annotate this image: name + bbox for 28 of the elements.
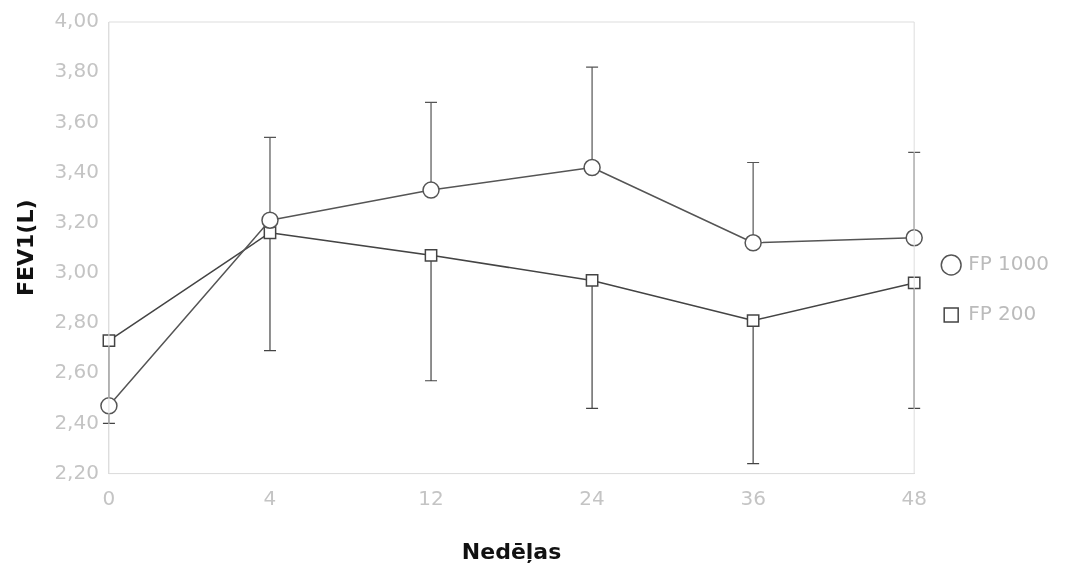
x-axis-title: Nedēļas bbox=[461, 538, 562, 564]
y-tick-label: 4,00 bbox=[54, 8, 99, 33]
y-axis-title: FEV1(L) bbox=[12, 199, 38, 297]
y-tick-label: 2,80 bbox=[54, 309, 99, 334]
point bbox=[905, 229, 923, 247]
y-tick-label: 3,20 bbox=[54, 208, 99, 233]
x-tick-label: 36 bbox=[740, 485, 766, 510]
y-tick-label: 3,60 bbox=[54, 108, 99, 133]
point bbox=[744, 234, 762, 252]
point bbox=[424, 248, 438, 262]
legend-label: FP 1000 bbox=[968, 251, 1050, 276]
y-tick-label: 2,40 bbox=[54, 409, 99, 434]
x-tick-label: 12 bbox=[418, 485, 444, 510]
x-tick-label: 24 bbox=[579, 485, 605, 510]
point bbox=[746, 314, 760, 327]
x-tick-label: 4 bbox=[263, 485, 277, 510]
y-tick-label: 3,80 bbox=[54, 58, 99, 83]
x-tick-label: 48 bbox=[901, 485, 927, 510]
y-tick-label: 3,40 bbox=[54, 158, 99, 183]
point bbox=[422, 181, 440, 199]
y-tick-label: 3,00 bbox=[54, 259, 99, 284]
legend-label: FP 200 bbox=[968, 301, 1037, 326]
point bbox=[261, 211, 279, 229]
point bbox=[583, 158, 601, 177]
point bbox=[585, 274, 599, 287]
y-tick-label: 2,60 bbox=[54, 359, 99, 384]
y-tick-label: 2,20 bbox=[54, 459, 99, 484]
x-tick-label: 0 bbox=[102, 485, 116, 510]
